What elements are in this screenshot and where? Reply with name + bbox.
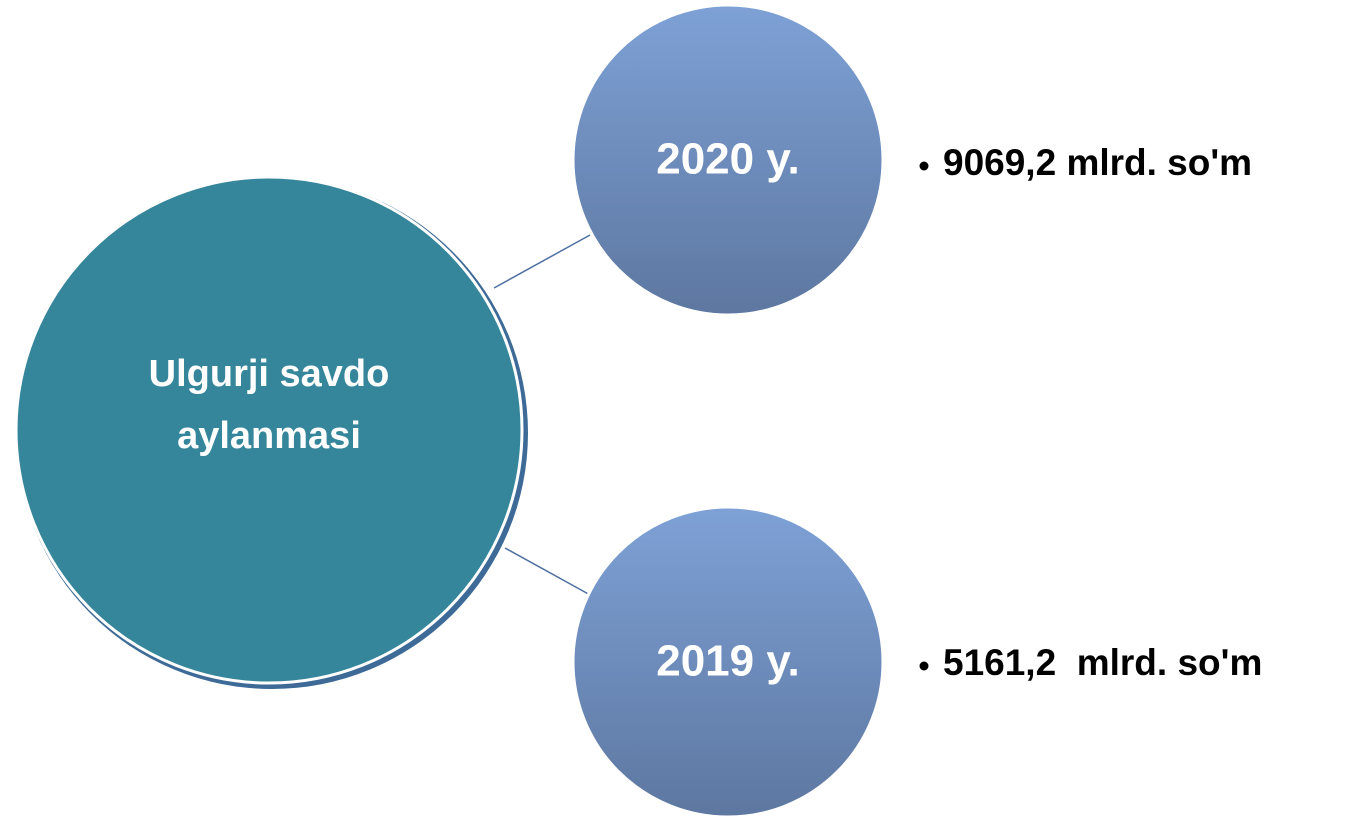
bullet <box>919 161 929 171</box>
year-circle <box>571 3 885 317</box>
detail-text: 5161,2 mlrd. so'm <box>943 642 1262 683</box>
year-label: 2019 y. <box>656 637 800 686</box>
center-label: aylanmasi <box>177 415 361 457</box>
center-circle <box>14 175 524 685</box>
bullet <box>919 661 929 671</box>
connector <box>493 234 591 289</box>
connector <box>504 547 593 597</box>
detail-text: 9069,2 mlrd. so'm <box>943 142 1252 183</box>
center-label: Ulgurji savdo <box>149 353 390 395</box>
year-label: 2020 y. <box>656 135 800 184</box>
year-circle <box>571 505 885 819</box>
